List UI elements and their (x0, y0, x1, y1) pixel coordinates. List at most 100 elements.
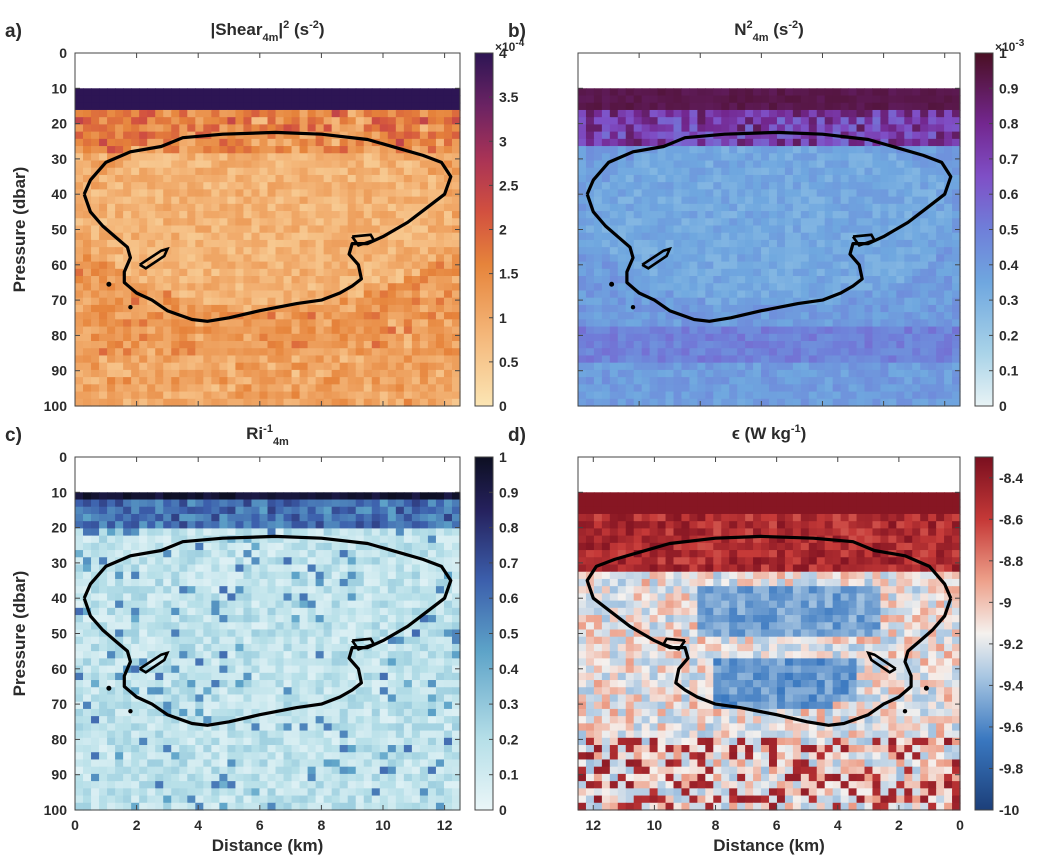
heatmap-cell (872, 319, 882, 328)
heatmap-cell (800, 189, 810, 198)
heatmap-cell (593, 232, 603, 241)
heatmap-cell (187, 203, 196, 212)
heatmap-cell (769, 319, 778, 328)
heatmap-cell (299, 557, 309, 566)
heatmap-cell (259, 578, 269, 587)
heatmap-cell (379, 333, 389, 342)
heatmap-cell (251, 239, 261, 248)
title-title-sup: 2 (746, 19, 752, 31)
heatmap-cell (155, 117, 164, 125)
heatmap-cell (379, 189, 389, 198)
heatmap-cell (753, 218, 762, 227)
heatmap-cell (179, 521, 188, 529)
heatmap-cell (323, 102, 333, 111)
heatmap-cell (259, 283, 269, 292)
heatmap-cell (99, 290, 108, 299)
heatmap-cell (147, 319, 156, 328)
heatmap-cell (864, 146, 874, 154)
heatmap-cell (115, 268, 124, 277)
heatmap-cell (387, 102, 397, 111)
heatmap-cell (928, 174, 937, 183)
heatmap-cell (171, 564, 180, 573)
heatmap-cell (203, 542, 212, 551)
heatmap-cell (291, 146, 301, 154)
heatmap-cell (235, 160, 245, 169)
heatmap-cell (91, 377, 100, 385)
heatmap-cell (792, 377, 802, 385)
heatmap-cell (769, 384, 778, 393)
heatmap-cell (665, 95, 675, 104)
heatmap-cell (91, 102, 100, 111)
heatmap-cell (243, 138, 253, 147)
heatmap-cell (347, 174, 357, 183)
heatmap-cell (259, 391, 269, 400)
heatmap-cell (179, 564, 188, 573)
heatmap-cell (435, 398, 445, 407)
heatmap-cell (665, 131, 675, 140)
heatmap-cell (107, 276, 116, 284)
heatmap-cell (824, 225, 834, 234)
heatmap-cell (419, 95, 429, 104)
heatmap-cell (123, 239, 132, 248)
heatmap-cell (665, 312, 675, 320)
heatmap-cell (824, 304, 834, 313)
heatmap-cell (355, 247, 365, 255)
heatmap-cell (593, 189, 603, 198)
heatmap-cell (896, 167, 905, 176)
heatmap-cell (179, 109, 188, 118)
heatmap-cell (387, 268, 397, 277)
heatmap-cell (91, 189, 100, 198)
heatmap-cell (936, 211, 945, 219)
heatmap-cell (904, 290, 913, 299)
heatmap-cell (395, 131, 405, 140)
heatmap-cell (689, 268, 698, 277)
heatmap-cell (864, 312, 874, 320)
heatmap-cell (267, 138, 277, 147)
heatmap-cell (323, 297, 333, 306)
heatmap-cell (435, 203, 445, 212)
heatmap-cell (299, 312, 309, 320)
heatmap-cell (371, 348, 381, 357)
heatmap-cell (139, 124, 148, 133)
heatmap-cell (147, 189, 156, 198)
heatmap-cell (657, 95, 667, 104)
heatmap-cell (888, 211, 897, 219)
heatmap-cell (697, 182, 706, 190)
heatmap-cell (147, 355, 156, 364)
heatmap-cell (347, 218, 357, 227)
heatmap-cell (155, 276, 164, 284)
heatmap-cell (267, 290, 277, 299)
heatmap-cell (713, 203, 722, 212)
heatmap-cell (187, 391, 196, 400)
heatmap-cell (848, 398, 858, 407)
heatmap-cell (171, 369, 180, 378)
heatmap-cell (123, 268, 132, 277)
heatmap-cell (705, 268, 714, 277)
heatmap-cell (99, 196, 108, 205)
heatmap-cell (123, 167, 132, 176)
heatmap-cell (123, 557, 132, 566)
heatmap-cell (745, 261, 754, 270)
heatmap-cell (395, 189, 405, 198)
heatmap-cell (952, 276, 961, 284)
heatmap-cell (235, 254, 245, 263)
heatmap-cell (243, 182, 253, 190)
heatmap-cell (936, 283, 945, 292)
heatmap-cell (363, 182, 373, 190)
heatmap-cell (952, 146, 961, 154)
heatmap-cell (816, 153, 826, 162)
heatmap-cell (848, 109, 858, 118)
heatmap-cell (227, 239, 237, 248)
heatmap-cell (147, 95, 156, 104)
heatmap-cell (856, 189, 866, 198)
heatmap-cell (713, 312, 722, 320)
heatmap-cell (131, 225, 140, 234)
heatmap-cell (713, 319, 722, 328)
heatmap-cell (936, 326, 945, 335)
heatmap-cell (179, 362, 188, 371)
heatmap-cell (649, 304, 659, 313)
heatmap-cell (840, 117, 850, 125)
heatmap-cell (633, 182, 643, 190)
heatmap-cell (832, 138, 842, 147)
heatmap-cell (219, 513, 228, 522)
